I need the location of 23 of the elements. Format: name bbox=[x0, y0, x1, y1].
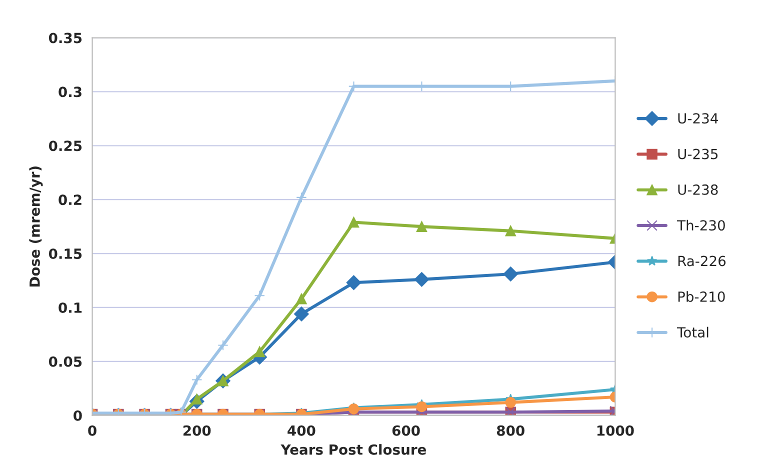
y-tick-label: 0.2 bbox=[58, 194, 82, 206]
x-tick-label: 800 bbox=[496, 425, 524, 436]
x-tick-label: 200 bbox=[183, 425, 211, 436]
legend-label: Pb-210 bbox=[678, 291, 725, 302]
x-tick-label: 0 bbox=[88, 425, 96, 436]
legend-label: Total bbox=[677, 326, 708, 338]
x-tick-label: 1000 bbox=[597, 425, 634, 436]
x-axis-title: Years Post Closure bbox=[280, 444, 426, 455]
legend-label: Ra-226 bbox=[678, 256, 726, 266]
y-tick-label: 0 bbox=[74, 410, 82, 421]
legend-label: Th-230 bbox=[677, 220, 725, 231]
y-tick-label: 0.1 bbox=[58, 302, 82, 313]
y-tick-label: 0.05 bbox=[48, 356, 82, 367]
y-tick-label: 0.25 bbox=[48, 140, 82, 152]
y-tick-label: 0.15 bbox=[48, 248, 82, 260]
y-axis-title: Dose (mrem/yr) bbox=[29, 166, 43, 287]
y-tick-label: 0.3 bbox=[58, 86, 82, 98]
x-tick-label: 400 bbox=[288, 425, 316, 436]
legend-label: U-238 bbox=[678, 184, 718, 195]
legend-label: U-235 bbox=[678, 148, 718, 160]
y-tick-label: 0.35 bbox=[48, 32, 82, 44]
x-tick-label: 600 bbox=[392, 425, 420, 436]
legend-label: U-234 bbox=[678, 113, 718, 124]
